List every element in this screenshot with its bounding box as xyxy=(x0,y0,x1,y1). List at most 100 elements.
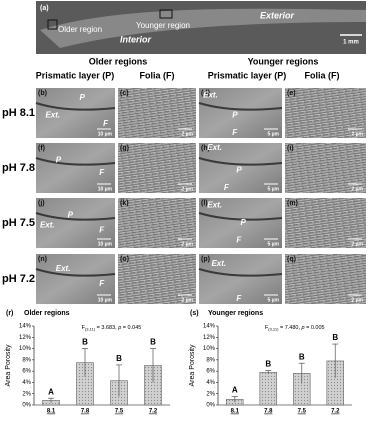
y-tick-label: 8% xyxy=(22,357,31,363)
scale-label: 10 µm xyxy=(98,131,113,137)
stat-part: = 7.480, xyxy=(278,325,301,331)
value-label: B xyxy=(265,360,271,369)
scale-label: 2 µm xyxy=(352,241,364,247)
panel-label: (o) xyxy=(120,256,129,263)
micrograph xyxy=(199,88,282,138)
overlay-label: F xyxy=(236,294,242,303)
column-header: Prismatic layer (P) xyxy=(208,70,287,80)
stat-part: p xyxy=(301,325,305,331)
y-axis-label: Area Porosity xyxy=(189,344,196,387)
bar-tint xyxy=(293,373,311,405)
stat-part: = 0.045 xyxy=(121,325,141,331)
x-tick-label: 8.1 xyxy=(47,409,56,415)
scale-label: 5 µm xyxy=(268,297,280,303)
panel-label: (h) xyxy=(201,145,210,152)
stat-part: p xyxy=(117,325,121,331)
column-header: Folia (F) xyxy=(305,70,340,80)
scale-label: 5 µm xyxy=(268,241,280,247)
value-label: B xyxy=(299,352,305,361)
overlay-label: Ext. xyxy=(56,264,71,273)
value-label: B xyxy=(332,333,338,342)
micrograph xyxy=(118,88,196,138)
micrograph-edge xyxy=(198,212,283,221)
region-label: Interior xyxy=(120,34,152,44)
scale-label: 10 µm xyxy=(98,297,113,303)
row-label: pH 7.8 xyxy=(2,162,35,174)
micrograph-edge xyxy=(35,102,116,111)
x-tick-label: 7.8 xyxy=(264,409,273,415)
micrograph xyxy=(285,143,366,193)
y-axis-label: Area Porosity xyxy=(5,344,12,387)
scale-label: 2 µm xyxy=(352,186,364,192)
overlay-label: F xyxy=(236,236,242,245)
scale-label: 5 µm xyxy=(268,131,280,137)
x-tick-label: 7.5 xyxy=(298,409,307,415)
panel-label: (d) xyxy=(201,90,210,97)
panel-label: (g) xyxy=(120,145,129,152)
value-label: A xyxy=(232,386,238,395)
value-label: B xyxy=(116,354,122,363)
y-tick-label: 6% xyxy=(22,369,31,375)
overlay-label: P xyxy=(232,111,238,120)
scale-label: 10 µm xyxy=(98,186,113,192)
scale-label: 2 µm xyxy=(182,186,194,192)
y-tick-label: 4% xyxy=(22,380,31,386)
micrograph xyxy=(118,254,196,304)
y-tick-label: 4% xyxy=(206,380,215,386)
scale-label: 2 µm xyxy=(182,241,194,247)
overlay-label: F xyxy=(99,226,105,235)
overlay-label: P xyxy=(236,166,242,175)
overlay-label: F xyxy=(224,183,230,192)
chart-title: Older regions xyxy=(24,310,70,317)
scale-label: 5 µm xyxy=(268,186,280,192)
group-header: Older regions xyxy=(89,56,148,66)
panel-label: (q) xyxy=(287,256,296,263)
y-tick-label: 0% xyxy=(22,403,31,409)
overlay-label: F xyxy=(99,168,105,177)
bar-tint xyxy=(76,362,94,405)
box-older xyxy=(47,19,58,30)
panel-label: (m) xyxy=(287,200,298,207)
panel-label: (n) xyxy=(38,256,47,263)
micrograph xyxy=(118,143,196,193)
panel-label: (a) xyxy=(40,5,49,12)
panel-label: (p) xyxy=(201,256,210,263)
panel-label: (k) xyxy=(120,200,129,207)
value-label: A xyxy=(48,387,54,396)
region-label: Exterior xyxy=(260,10,295,20)
micrograph xyxy=(36,143,115,193)
micrograph xyxy=(199,254,282,304)
group-header: Younger regions xyxy=(248,56,319,66)
overlay-label: Ext. xyxy=(207,201,222,210)
y-tick-label: 2% xyxy=(22,391,31,397)
panel-label: (l) xyxy=(201,200,208,207)
micrograph xyxy=(36,254,115,304)
scale-label: 2 µm xyxy=(352,297,364,303)
panel-label: (j) xyxy=(38,200,45,207)
overlay-label: P xyxy=(79,93,85,102)
micrograph-edge xyxy=(35,157,116,166)
chart-title: Younger regions xyxy=(208,310,263,317)
panel-a xyxy=(36,1,366,54)
x-tick-label: 7.2 xyxy=(149,409,158,415)
bar-tint xyxy=(259,372,277,405)
overlay-label: P xyxy=(241,218,247,227)
row-label: pH 8.1 xyxy=(2,107,35,119)
overlay-label: Ext. xyxy=(211,259,226,268)
panel-label: (c) xyxy=(120,90,129,97)
micrograph xyxy=(199,143,282,193)
stat-annotation: F(3,11) = 3.683, p = 0.045 xyxy=(82,325,142,331)
scale-label: 10 µm xyxy=(98,241,113,247)
panel-label: (e) xyxy=(287,90,296,97)
y-tick-label: 2% xyxy=(206,391,215,397)
y-tick-label: 6% xyxy=(206,369,215,375)
overlay-label: P xyxy=(56,156,62,165)
x-tick-label: 7.5 xyxy=(115,409,124,415)
scale-label: 2 µm xyxy=(182,297,194,303)
value-label: B xyxy=(82,338,88,347)
x-tick-label: 8.1 xyxy=(231,409,240,415)
bar-tint xyxy=(226,399,244,405)
y-tick-label: 0% xyxy=(206,403,215,409)
scale-label: 2 µm xyxy=(182,131,194,137)
